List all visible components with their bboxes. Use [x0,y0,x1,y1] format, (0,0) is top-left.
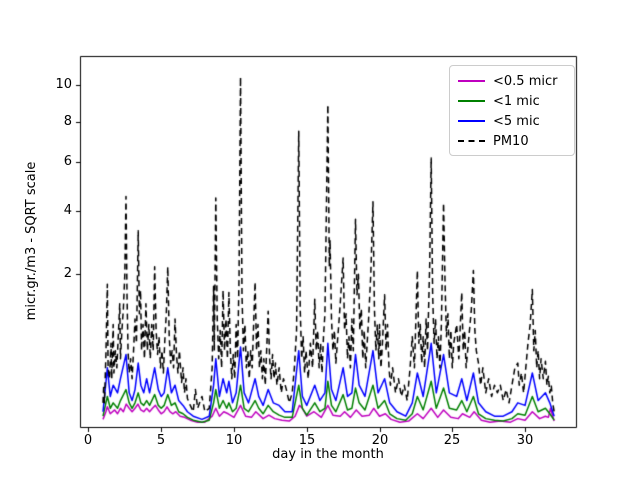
legend-label-under1: <1 mic [493,93,540,109]
y-tick-label: 6 [63,154,72,169]
x-axis-label: day in the month [272,447,384,462]
legend-label-under5: <5 mic [493,113,540,129]
legend-item-under5: <5 mic [458,111,566,131]
y-axis-label: micr.gr./m3 - SQRT scale [24,161,39,321]
legend-swatch-under1-line [458,100,485,102]
legend-label-pm10: PM10 [493,133,529,149]
y-tick-label: 2 [63,266,72,281]
x-tick-label: 5 [156,433,166,448]
legend-item-under1: <1 mic [458,91,566,111]
legend-item-under05: <0.5 micr [458,71,566,91]
x-tick-label: 10 [225,433,243,448]
legend-item-pm10: PM10 [458,131,566,151]
legend-swatch-pm10-line [458,140,485,142]
legend: <0.5 micr <1 mic <5 mic PM10 [449,65,575,156]
legend-label-under05: <0.5 micr [493,73,558,89]
x-tick-label: 0 [83,433,93,448]
x-tick-label: 30 [516,433,534,448]
x-tick-label: 20 [371,433,389,448]
x-tick-label: 25 [443,433,461,448]
y-tick-label: 8 [63,114,72,129]
legend-swatch-under5-line [458,120,485,122]
x-tick-label: 15 [298,433,316,448]
y-tick-label: 10 [55,77,72,92]
y-tick-label: 4 [63,203,72,218]
legend-swatch-under05-line [458,80,485,82]
